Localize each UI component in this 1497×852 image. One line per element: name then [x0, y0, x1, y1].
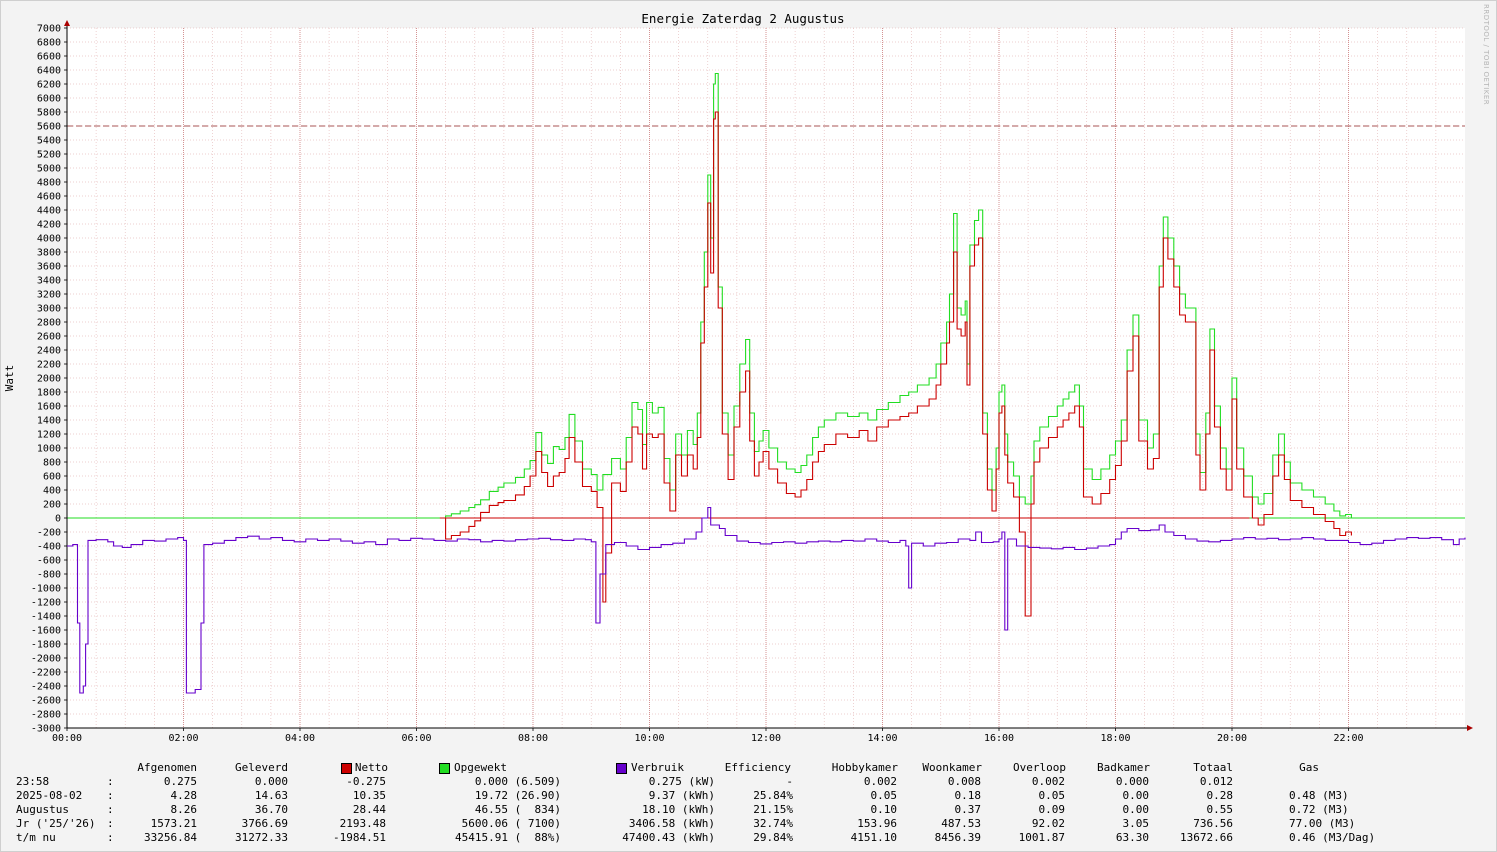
- y-tick-label: 3200: [37, 290, 61, 301]
- y-tick-label: -200: [37, 528, 61, 539]
- x-tick-label: 02:00: [168, 733, 198, 744]
- y-tick-label: 4400: [37, 206, 61, 217]
- y-tick-label: 1600: [37, 402, 61, 413]
- y-tick-label: 1200: [37, 430, 61, 441]
- y-tick-label: 2200: [37, 360, 61, 371]
- y-tick-label: 5400: [37, 136, 61, 147]
- y-tick-label: 3600: [37, 262, 61, 273]
- chart-title: Energie Zaterdag 2 Augustus: [641, 11, 844, 26]
- series-line-opgewekt: [439, 72, 1352, 519]
- y-tick-label: -1800: [31, 640, 61, 651]
- x-tick-label: 20:00: [1217, 733, 1247, 744]
- x-tick-label: 12:00: [751, 733, 781, 744]
- y-tick-label: 0: [55, 514, 61, 525]
- y-tick-label: 400: [43, 486, 61, 497]
- y-tick-label: 3800: [37, 248, 61, 259]
- x-tick-label: 18:00: [1100, 733, 1130, 744]
- y-axis-arrow: [64, 20, 70, 26]
- y-tick-label: 6600: [37, 52, 61, 63]
- grid: [67, 27, 1465, 729]
- y-tick-label: -1400: [31, 612, 61, 623]
- y-tick-label: -600: [37, 556, 61, 567]
- y-tick-label: -800: [37, 570, 61, 581]
- y-tick-label: 5000: [37, 164, 61, 175]
- x-tick-label: 08:00: [518, 733, 548, 744]
- x-tick-label: 16:00: [984, 733, 1014, 744]
- y-tick-label: 2800: [37, 318, 61, 329]
- y-tick-label: 3400: [37, 276, 61, 287]
- watermark: RRDTOOL / TOBI OETIKER: [1482, 4, 1490, 106]
- y-tick-label: 5600: [37, 122, 61, 133]
- energy-chart: 7000680066006400620060005800560054005200…: [3, 11, 1473, 744]
- y-tick-label: 800: [43, 458, 61, 469]
- y-tick-label: 2400: [37, 346, 61, 357]
- y-tick-label: -2200: [31, 668, 61, 679]
- y-tick-label: 1400: [37, 416, 61, 427]
- y-tick-label: 5800: [37, 108, 61, 119]
- x-tick-label: 06:00: [401, 733, 431, 744]
- axes: 7000680066006400620060005800560054005200…: [31, 20, 1473, 744]
- x-tick-label: 04:00: [285, 733, 315, 744]
- x-tick-label: 10:00: [634, 733, 664, 744]
- y-tick-label: -1000: [31, 584, 61, 595]
- y-tick-label: 6000: [37, 94, 61, 105]
- y-tick-label: 7000: [37, 24, 61, 35]
- y-tick-label: 4200: [37, 220, 61, 231]
- y-tick-label: 3000: [37, 304, 61, 315]
- y-tick-label: -1200: [31, 598, 61, 609]
- x-tick-label: 22:00: [1333, 733, 1363, 744]
- series-lines: [67, 72, 1466, 694]
- y-tick-label: 2000: [37, 374, 61, 385]
- y-tick-label: -400: [37, 542, 61, 553]
- y-tick-label: 5200: [37, 150, 61, 161]
- x-tick-label: 00:00: [52, 733, 82, 744]
- y-tick-label: -2400: [31, 682, 61, 693]
- y-tick-label: 2600: [37, 332, 61, 343]
- y-tick-label: 4000: [37, 234, 61, 245]
- y-tick-label: -2600: [31, 696, 61, 707]
- x-tick-label: 14:00: [867, 733, 897, 744]
- y-tick-label: 600: [43, 472, 61, 483]
- y-tick-label: 200: [43, 500, 61, 511]
- y-tick-label: 6400: [37, 66, 61, 77]
- y-tick-label: 4800: [37, 178, 61, 189]
- y-tick-label: -3000: [31, 724, 61, 735]
- x-axis-arrow: [1467, 725, 1473, 731]
- y-tick-label: 6800: [37, 38, 61, 49]
- y-tick-label: -1600: [31, 626, 61, 637]
- y-tick-label: 4600: [37, 192, 61, 203]
- series-line-verbruik: [67, 506, 1466, 694]
- y-tick-label: 1000: [37, 444, 61, 455]
- y-tick-label: -2000: [31, 654, 61, 665]
- y-tick-label: 1800: [37, 388, 61, 399]
- y-tick-label: 6200: [37, 80, 61, 91]
- y-axis-label: Watt: [3, 365, 16, 392]
- y-tick-label: -2800: [31, 710, 61, 721]
